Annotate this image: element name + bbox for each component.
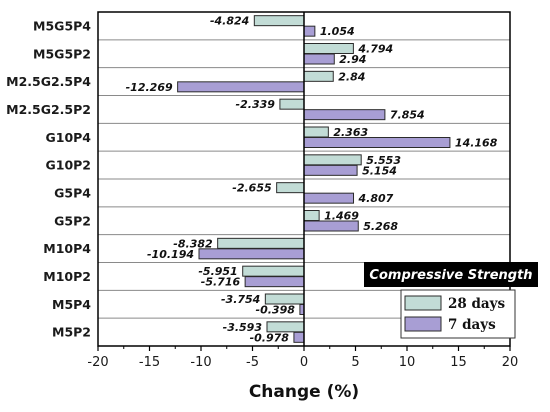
category-label-g5p2: G5P2 bbox=[54, 213, 91, 228]
value-label-m5g5p4-28-days: -4.824 bbox=[210, 15, 249, 28]
category-label-m2-5g2-5p4: M2.5G2.5P4 bbox=[6, 74, 91, 89]
value-label-m2-5g2-5p4-28-days: 2.84 bbox=[338, 70, 365, 83]
bar-m5g5p2-28-days bbox=[303, 43, 354, 54]
value-label-m5g5p4-7-days: 1.054 bbox=[320, 25, 355, 38]
legend-title: Compressive Strength bbox=[369, 268, 532, 283]
x-tick-label: -5 bbox=[246, 355, 259, 370]
value-label-m2-5g2-5p2-28-days: -2.339 bbox=[236, 98, 276, 111]
category-label-m5p4: M5P4 bbox=[52, 297, 91, 312]
legend-title-background bbox=[364, 262, 538, 287]
bar-g10p2-7-days bbox=[303, 164, 358, 176]
category-label-m10p2: M10P2 bbox=[43, 269, 91, 284]
value-label-g5p4-28-days: -2.655 bbox=[232, 182, 272, 195]
legend-swatch-28-days bbox=[404, 295, 442, 311]
bars bbox=[177, 15, 451, 343]
category-label-g10p4: G10P4 bbox=[45, 130, 91, 145]
x-tick-label: 0 bbox=[300, 355, 308, 370]
bar-m2-5g2-5p2-7-days bbox=[303, 109, 386, 121]
bar-m5p4-28-days bbox=[264, 293, 305, 305]
value-label-m10p4-28-days: -8.382 bbox=[173, 237, 213, 250]
bar-m2-5g2-5p4-7-days bbox=[177, 81, 305, 93]
bar-m2-5g2-5p4-28-days bbox=[303, 70, 334, 82]
bar-m5p2-7-days bbox=[293, 331, 305, 343]
value-label-g5p4-7-days: 4.807 bbox=[358, 192, 394, 205]
bar-m5p2-28-days bbox=[266, 321, 305, 333]
bar-m10p4-28-days bbox=[217, 237, 305, 249]
bar-m5g5p4-7-days bbox=[303, 25, 316, 37]
value-label-m5p4-7-days: -0.398 bbox=[256, 304, 296, 317]
category-label-g5p4: G5P4 bbox=[54, 185, 91, 200]
value-label-m10p4-7-days: -10.194 bbox=[147, 248, 194, 261]
value-label-g5p2-28-days: 1.469 bbox=[324, 210, 359, 223]
value-label-m10p2-7-days: -5.716 bbox=[201, 276, 241, 289]
category-label-m2-5g2-5p2: M2.5G2.5P2 bbox=[6, 102, 91, 117]
x-tick-label: -10 bbox=[190, 355, 211, 370]
value-label-m5g5p2-28-days: 4.794 bbox=[357, 43, 393, 56]
category-label-m5g5p2: M5G5P2 bbox=[33, 46, 91, 61]
bar-m2-5g2-5p2-28-days bbox=[279, 98, 305, 110]
axes: M5G5P4 M5G5P2 M2.5G2.5P4 M2.5G2.5P2 G10P4 G10… bbox=[6, 11, 519, 370]
value-label-m5g5p2-7-days: 2.94 bbox=[339, 53, 366, 66]
bar-m5g5p2-7-days bbox=[303, 53, 335, 65]
x-tick-label: -20 bbox=[87, 355, 108, 370]
value-label-g10p4-28-days: 2.363 bbox=[333, 126, 368, 139]
x-tick-label: 20 bbox=[502, 355, 519, 370]
legend-items: 28 days 7 days bbox=[404, 295, 506, 333]
legend: Compressive Strength 28 days 7 days bbox=[364, 262, 538, 339]
category-label-m5p2: M5P2 bbox=[52, 325, 91, 340]
bar-g5p4-7-days bbox=[303, 192, 355, 204]
x-tick-label: -15 bbox=[139, 355, 160, 370]
x-tick-label: 5 bbox=[351, 355, 359, 370]
value-label-m10p2-28-days: -5.951 bbox=[198, 265, 237, 278]
value-label-g10p2-28-days: 5.553 bbox=[366, 154, 401, 167]
value-label-m5p2-28-days: -3.593 bbox=[223, 321, 263, 334]
bar-m10p4-7-days bbox=[198, 248, 305, 260]
value-label-m5p4-28-days: -3.754 bbox=[221, 293, 260, 306]
bar-g5p4-28-days bbox=[276, 182, 305, 194]
x-tick-label: 15 bbox=[450, 355, 467, 370]
bar-m10p2-7-days bbox=[244, 276, 305, 288]
value-label-m2-5g2-5p4-7-days: -12.269 bbox=[126, 81, 173, 94]
x-axis-title: Change (%) bbox=[249, 382, 359, 402]
category-label-m5g5p4: M5G5P4 bbox=[33, 18, 91, 33]
bar-g5p2-7-days bbox=[303, 220, 359, 232]
legend-swatch-7-days bbox=[404, 316, 442, 332]
bar-m5g5p4-28-days bbox=[253, 15, 305, 27]
value-label-g10p2-7-days: 5.154 bbox=[362, 164, 397, 177]
value-label-m2-5g2-5p2-7-days: 7.854 bbox=[390, 109, 425, 122]
category-label-g10p2: G10P2 bbox=[45, 158, 91, 173]
legend-label-7-days: 7 days bbox=[448, 317, 496, 333]
legend-label-28-days: 28 days bbox=[448, 296, 506, 312]
value-label-g5p2-7-days: 5.268 bbox=[363, 220, 398, 233]
bar-g10p2-28-days bbox=[303, 154, 362, 166]
bar-g10p4-7-days bbox=[303, 137, 451, 148]
value-label-m5p2-7-days: -0.978 bbox=[250, 331, 290, 344]
x-tick-label: 10 bbox=[399, 355, 416, 370]
bar-g5p2-28-days bbox=[303, 210, 320, 221]
category-label-m10p4: M10P4 bbox=[43, 241, 91, 256]
bar-m10p2-28-days bbox=[242, 265, 305, 277]
value-label-g10p4-7-days: 14.168 bbox=[455, 137, 498, 150]
bar-g10p4-28-days bbox=[303, 126, 329, 138]
